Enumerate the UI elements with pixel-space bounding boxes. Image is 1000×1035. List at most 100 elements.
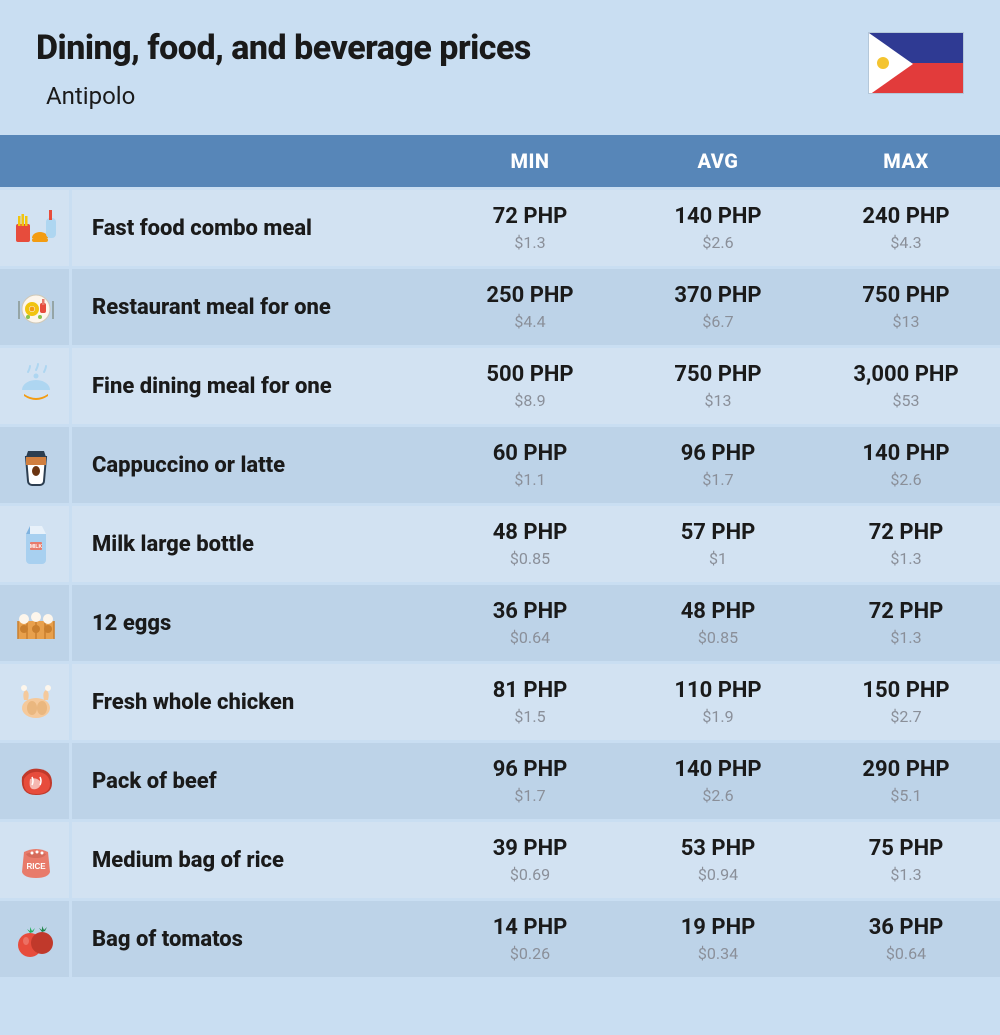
- price-usd: $0.64: [820, 944, 992, 963]
- rice-icon: RICE: [12, 836, 60, 884]
- row-avg: 96 PHP $1.7: [624, 427, 812, 503]
- price-usd: $1.7: [444, 786, 616, 805]
- price-php: 57 PHP: [632, 520, 804, 545]
- price-php: 72 PHP: [820, 599, 992, 624]
- row-label: Fast food combo meal: [72, 190, 436, 266]
- price-usd: $1: [632, 549, 804, 568]
- price-php: 72 PHP: [444, 204, 616, 229]
- price-php: 75 PHP: [820, 836, 992, 861]
- header: Dining, food, and beverage prices Antipo…: [0, 0, 1000, 132]
- price-usd: $1.3: [444, 233, 616, 252]
- price-usd: $5.1: [820, 786, 992, 805]
- row-avg: 370 PHP $6.7: [624, 269, 812, 345]
- row-avg: 57 PHP $1: [624, 506, 812, 582]
- price-usd: $0.85: [632, 628, 804, 647]
- price-php: 500 PHP: [444, 362, 616, 387]
- row-min: 250 PHP $4.4: [436, 269, 624, 345]
- row-max: 240 PHP $4.3: [812, 190, 1000, 266]
- row-min: 36 PHP $0.64: [436, 585, 624, 661]
- tomato-icon: [12, 915, 60, 963]
- row-min: 48 PHP $0.85: [436, 506, 624, 582]
- row-avg: 140 PHP $2.6: [624, 743, 812, 819]
- row-max: 140 PHP $2.6: [812, 427, 1000, 503]
- table-row: Bag of tomatos 14 PHP $0.26 19 PHP $0.34…: [0, 901, 1000, 977]
- row-min: 14 PHP $0.26: [436, 901, 624, 977]
- row-avg: 750 PHP $13: [624, 348, 812, 424]
- beef-icon: [12, 757, 60, 805]
- price-php: 750 PHP: [820, 283, 992, 308]
- header-text: Dining, food, and beverage prices Antipo…: [36, 28, 531, 110]
- row-icon-cell: [0, 269, 72, 345]
- price-php: 750 PHP: [632, 362, 804, 387]
- row-avg: 19 PHP $0.34: [624, 901, 812, 977]
- price-usd: $2.6: [632, 786, 804, 805]
- milk-icon: MILK: [12, 520, 60, 568]
- row-label: Pack of beef: [72, 743, 436, 819]
- page-subtitle: Antipolo: [46, 82, 531, 110]
- price-usd: $1.7: [632, 470, 804, 489]
- restaurant-icon: [12, 283, 60, 331]
- price-php: 3,000 PHP: [820, 362, 992, 387]
- row-max: 72 PHP $1.3: [812, 506, 1000, 582]
- table-row: Fine dining meal for one 500 PHP $8.9 75…: [0, 348, 1000, 424]
- price-usd: $1.9: [632, 707, 804, 726]
- finedining-icon: [12, 362, 60, 410]
- row-min: 81 PHP $1.5: [436, 664, 624, 740]
- price-usd: $0.34: [632, 944, 804, 963]
- row-label: Bag of tomatos: [72, 901, 436, 977]
- row-max: 75 PHP $1.3: [812, 822, 1000, 898]
- row-avg: 53 PHP $0.94: [624, 822, 812, 898]
- row-avg: 110 PHP $1.9: [624, 664, 812, 740]
- price-usd: $2.6: [632, 233, 804, 252]
- row-avg: 48 PHP $0.85: [624, 585, 812, 661]
- price-php: 140 PHP: [820, 441, 992, 466]
- row-icon-cell: [0, 585, 72, 661]
- price-table-container: Dining, food, and beverage prices Antipo…: [0, 0, 1000, 980]
- row-label: Fresh whole chicken: [72, 664, 436, 740]
- price-php: 60 PHP: [444, 441, 616, 466]
- price-php: 370 PHP: [632, 283, 804, 308]
- row-icon-cell: [0, 743, 72, 819]
- price-usd: $1.5: [444, 707, 616, 726]
- row-icon-cell: RICE: [0, 822, 72, 898]
- row-min: 39 PHP $0.69: [436, 822, 624, 898]
- price-usd: $13: [632, 391, 804, 410]
- table-row: Cappuccino or latte 60 PHP $1.1 96 PHP $…: [0, 427, 1000, 503]
- price-php: 39 PHP: [444, 836, 616, 861]
- price-usd: $6.7: [632, 312, 804, 331]
- table-row: MILK Milk large bottle 48 PHP $0.85 57 P…: [0, 506, 1000, 582]
- price-table: MIN AVG MAX Fast food combo meal 72 PHP …: [0, 132, 1000, 980]
- table-row: Fast food combo meal 72 PHP $1.3 140 PHP…: [0, 190, 1000, 266]
- price-usd: $2.6: [820, 470, 992, 489]
- row-label: Milk large bottle: [72, 506, 436, 582]
- price-usd: $8.9: [444, 391, 616, 410]
- row-max: 750 PHP $13: [812, 269, 1000, 345]
- price-usd: $1.3: [820, 628, 992, 647]
- price-usd: $0.64: [444, 628, 616, 647]
- col-icon: [0, 135, 72, 187]
- row-min: 72 PHP $1.3: [436, 190, 624, 266]
- row-label: 12 eggs: [72, 585, 436, 661]
- row-max: 72 PHP $1.3: [812, 585, 1000, 661]
- svg-text:MILK: MILK: [30, 544, 43, 550]
- price-usd: $0.69: [444, 865, 616, 884]
- price-php: 250 PHP: [444, 283, 616, 308]
- chicken-icon: [12, 678, 60, 726]
- row-label: Restaurant meal for one: [72, 269, 436, 345]
- row-label: Medium bag of rice: [72, 822, 436, 898]
- philippines-flag-icon: [868, 32, 964, 94]
- price-php: 19 PHP: [632, 915, 804, 940]
- row-icon-cell: [0, 348, 72, 424]
- row-icon-cell: [0, 427, 72, 503]
- price-usd: $4.4: [444, 312, 616, 331]
- price-usd: $4.3: [820, 233, 992, 252]
- row-icon-cell: [0, 901, 72, 977]
- price-usd: $0.94: [632, 865, 804, 884]
- row-min: 500 PHP $8.9: [436, 348, 624, 424]
- price-php: 240 PHP: [820, 204, 992, 229]
- price-usd: $13: [820, 312, 992, 331]
- row-icon-cell: MILK: [0, 506, 72, 582]
- coffee-icon: [12, 441, 60, 489]
- price-php: 96 PHP: [444, 757, 616, 782]
- price-php: 110 PHP: [632, 678, 804, 703]
